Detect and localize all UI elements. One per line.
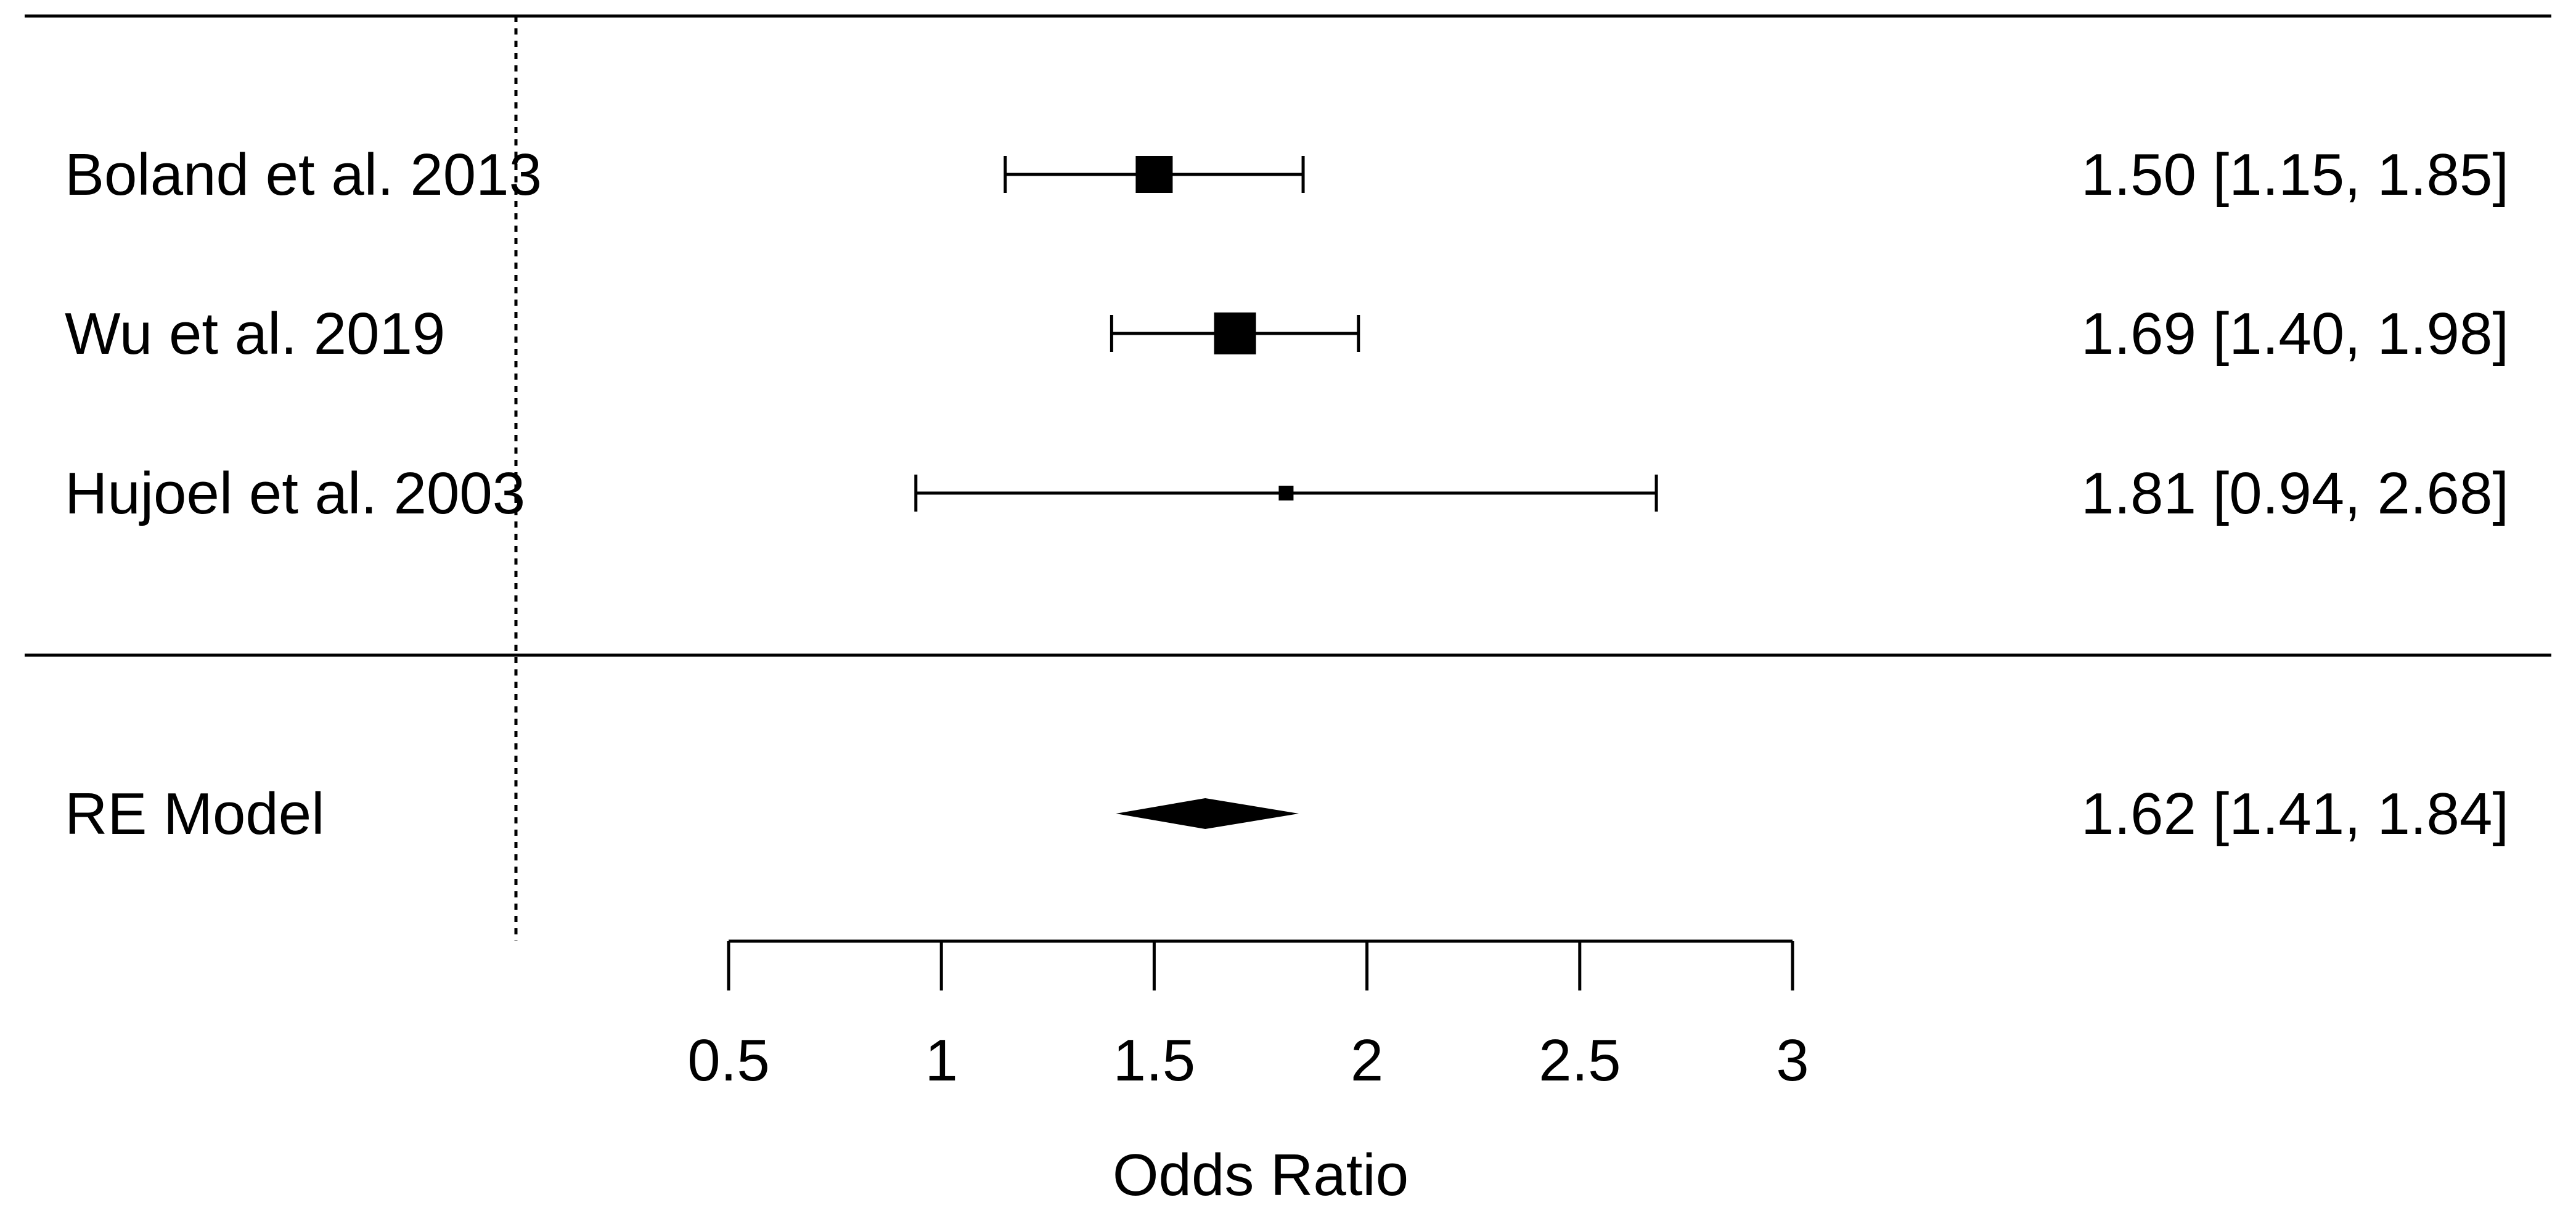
study-rows: Boland et al. 2013 1.50 [1.15, 1.85] Wu et… (65, 142, 2509, 526)
summary-row: RE Model 1.62 [1.41, 1.84] (65, 781, 2509, 847)
x-tick-label: 1 (925, 1027, 958, 1093)
study-row: Hujoel et al. 2003 1.81 [0.94, 2.68] (65, 460, 2509, 526)
x-ticks: 0.5 1 1.5 2 2.5 3 (687, 941, 1809, 1093)
summary-estimate-text: 1.62 [1.41, 1.84] (2081, 781, 2509, 847)
x-axis: 0.5 1 1.5 2 2.5 3 Odds Ratio (687, 939, 1809, 1208)
point-estimate-square (1214, 312, 1256, 354)
x-tick-label: 2.5 (1539, 1027, 1621, 1093)
summary-label: RE Model (65, 781, 325, 847)
x-tick-label: 3 (1776, 1027, 1809, 1093)
x-tick-label: 2 (1351, 1027, 1383, 1093)
study-label: Hujoel et al. 2003 (65, 460, 525, 526)
study-row: Wu et al. 2019 1.69 [1.40, 1.98] (65, 301, 2509, 367)
study-label: Wu et al. 2019 (65, 301, 445, 367)
study-label: Boland et al. 2013 (65, 142, 542, 208)
point-estimate-square (1135, 156, 1173, 193)
x-axis-title: Odds Ratio (1113, 1142, 1409, 1208)
x-tick-label: 0.5 (687, 1027, 769, 1093)
summary-diamond (1116, 798, 1299, 829)
study-estimate-text: 1.69 [1.40, 1.98] (2081, 301, 2509, 367)
study-estimate-text: 1.50 [1.15, 1.85] (2081, 142, 2509, 208)
point-estimate-square (1278, 486, 1294, 500)
study-estimate-text: 1.81 [0.94, 2.68] (2081, 460, 2509, 526)
x-tick-label: 1.5 (1113, 1027, 1195, 1093)
study-row: Boland et al. 2013 1.50 [1.15, 1.85] (65, 142, 2509, 208)
